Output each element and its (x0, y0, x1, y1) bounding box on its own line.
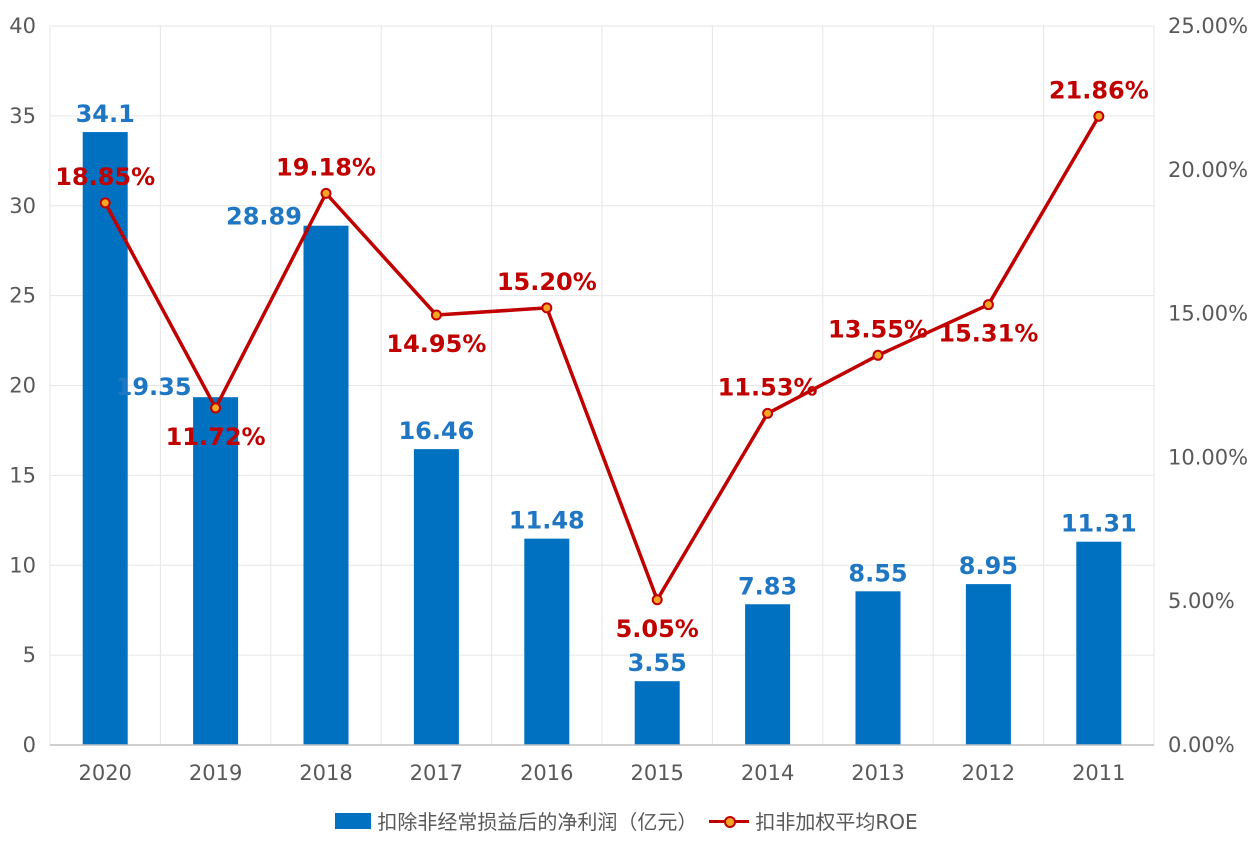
roe-marker-2013 (872, 349, 884, 361)
x-tick-label-2013: 2013 (851, 761, 904, 785)
roe-marker-2015 (651, 594, 663, 606)
x-tick-label-2014: 2014 (741, 761, 794, 785)
x-tick-label-2018: 2018 (299, 761, 352, 785)
y-right-tick-label: 20.00% (1168, 158, 1248, 182)
bar-value-label-2019: 19.35 (116, 373, 192, 401)
roe-marker-2011 (1093, 110, 1105, 122)
y-left-tick-label: 35 (9, 104, 36, 128)
legend-item-roe: 扣非加权平均ROE (709, 806, 918, 835)
line-series (99, 110, 1105, 606)
roe-marker-2016 (541, 302, 553, 314)
x-tick-label-2011: 2011 (1072, 761, 1125, 785)
bar-value-label-2018: 28.89 (226, 203, 302, 231)
roe-marker-2017 (430, 309, 442, 321)
bar-value-label-2012: 8.95 (959, 552, 1018, 580)
roe-marker-2020 (99, 197, 111, 209)
legend-bar-swatch (335, 812, 372, 829)
roe-value-label-2012: 15.31% (938, 320, 1038, 348)
x-tick-label-2015: 2015 (630, 761, 683, 785)
bar-value-label-2014: 7.83 (738, 572, 797, 600)
y-left-tick-label: 30 (9, 194, 36, 218)
roe-value-label-2019: 11.72% (166, 423, 266, 451)
x-tick-label-2012: 2012 (962, 761, 1015, 785)
axes: 0 5 10 15 20 25 30 35 40 0.00% 5.00% 10.00% 15.00% 20… (9, 14, 1248, 785)
bar-value-label-2017: 16.46 (398, 417, 474, 445)
x-tick-label-2019: 2019 (189, 761, 242, 785)
bar-2016 (524, 538, 570, 745)
roe-marker-2012 (982, 299, 994, 311)
roe-marker-2019 (210, 402, 222, 414)
bar-2020 (82, 132, 128, 746)
bar-2011 (1076, 541, 1122, 745)
y-right-tick-label: 0.00% (1168, 733, 1235, 757)
y-left-tick-label: 5 (23, 643, 36, 667)
y-left-tick-label: 40 (9, 14, 36, 38)
y-left-tick-label: 10 (9, 553, 36, 577)
gridlines (49, 25, 1155, 746)
roe-value-label-2015: 5.05% (616, 615, 699, 643)
y-left-tick-label: 0 (23, 733, 36, 757)
bar-series (82, 132, 1122, 746)
legend-item-net-profit: 扣除非经常损益后的净利润（亿元） (335, 806, 697, 835)
y-left-tick-label: 25 (9, 284, 36, 308)
bar-2018 (303, 225, 349, 745)
y-left-tick-label: 15 (9, 463, 36, 487)
x-tick-label-2017: 2017 (410, 761, 463, 785)
x-tick-label-2016: 2016 (520, 761, 573, 785)
bar-value-label-2020: 34.1 (76, 100, 135, 128)
legend: 扣除非经常损益后的净利润（亿元） 扣非加权平均ROE (0, 806, 1253, 835)
x-tick-label-2020: 2020 (78, 761, 131, 785)
roe-marker-2018 (320, 187, 332, 199)
roe-value-label-2018: 19.18% (276, 153, 376, 181)
data-labels: 34.1 19.35 28.89 16.46 11.48 3.55 7.83 8.55 8.95… (55, 76, 1149, 677)
bar-2015 (634, 681, 680, 745)
roe-value-label-2014: 11.53% (718, 373, 818, 401)
y-right-tick-label: 5.00% (1168, 589, 1235, 613)
legend-label-roe: 扣非加权平均ROE (755, 810, 918, 834)
roe-marker-2014 (762, 407, 774, 419)
bar-2012 (965, 584, 1011, 745)
y-right-tick-label: 15.00% (1168, 302, 1248, 326)
bar-value-label-2015: 3.55 (628, 649, 687, 677)
bar-2014 (745, 604, 791, 745)
bar-value-label-2016: 11.48 (509, 507, 585, 535)
y-left-tick-label: 20 (9, 374, 36, 398)
bar-2019 (193, 397, 239, 745)
roe-value-label-2016: 15.20% (497, 268, 597, 296)
bar-2013 (855, 591, 901, 745)
roe-line (103, 115, 1101, 602)
legend-label-net-profit: 扣除非经常损益后的净利润（亿元） (377, 810, 698, 834)
roe-value-label-2020: 18.85% (55, 163, 155, 191)
roe-value-label-2011: 21.86% (1049, 76, 1149, 104)
roe-value-label-2017: 14.95% (386, 330, 486, 358)
bar-value-label-2013: 8.55 (848, 559, 907, 587)
legend-line-swatch (709, 813, 750, 829)
bar-2017 (413, 449, 459, 745)
bar-value-label-2011: 11.31 (1061, 510, 1137, 538)
roe-value-label-2013: 13.55% (828, 315, 928, 343)
y-right-tick-label: 25.00% (1168, 14, 1248, 38)
y-right-tick-label: 10.00% (1168, 445, 1248, 469)
